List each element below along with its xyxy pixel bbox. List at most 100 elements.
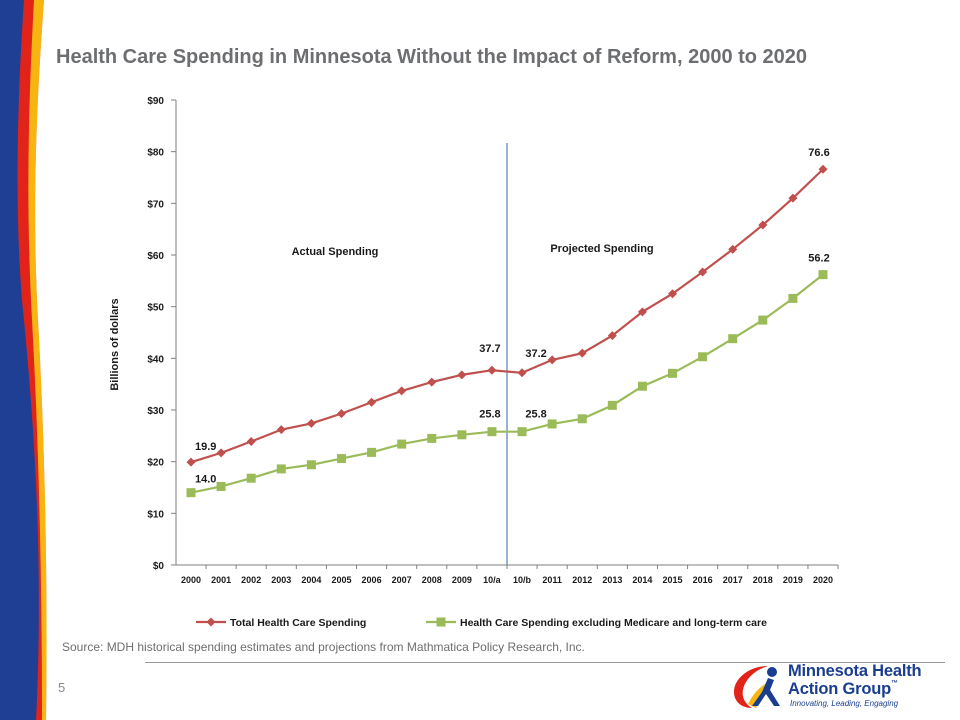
data-label: 14.0 (195, 474, 216, 486)
series-2-point (246, 473, 256, 483)
region-label-actual: Actual Spending (292, 246, 379, 258)
x-tick-label: 2011 (542, 575, 562, 585)
y-tick-label: $30 (147, 406, 164, 417)
logo-trademark: ™ (891, 680, 898, 687)
series-2-point (668, 368, 678, 378)
data-label: 25.8 (479, 409, 500, 421)
legend-marker-1 (206, 617, 216, 627)
legend-label-2: Health Care Spending excluding Medicare … (460, 617, 767, 629)
legend-marker-2 (436, 617, 446, 627)
series-2-point (397, 439, 407, 449)
data-label: 37.7 (479, 343, 500, 355)
series-1-point (306, 418, 316, 428)
x-tick-label: 2015 (663, 575, 683, 585)
x-tick-label: 2002 (241, 575, 261, 585)
series-2-point (758, 315, 768, 325)
series-2-point (818, 270, 828, 280)
series-1-point (758, 220, 768, 230)
x-tick-label: 2009 (452, 575, 472, 585)
y-tick-label: $70 (147, 199, 164, 210)
x-tick-label: 2013 (602, 575, 622, 585)
series-1-point (547, 355, 557, 365)
series-1-point (607, 331, 617, 341)
series-1-point (336, 409, 346, 419)
series-2-point (607, 400, 617, 410)
series-1-point (637, 307, 647, 317)
series-2-point (276, 464, 286, 474)
x-tick-label: 2005 (331, 575, 351, 585)
legend-label-1: Total Health Care Spending (230, 617, 366, 629)
series-2-point (547, 419, 557, 429)
x-tick-label: 2001 (211, 575, 231, 585)
series-2-point (336, 454, 346, 464)
series-1-point (487, 365, 497, 375)
x-tick-label: 2018 (753, 575, 773, 585)
slide-title: Health Care Spending in Minnesota Withou… (56, 46, 808, 68)
series-2-point (216, 481, 226, 491)
y-tick-label: $10 (147, 509, 164, 520)
logo-tagline: Innovating, Leading, Engaging (790, 699, 899, 708)
x-tick-label: 2006 (362, 575, 382, 585)
series-2-point (457, 430, 467, 440)
series-1-point (186, 457, 196, 467)
decorative-side-band (0, 0, 48, 720)
y-tick-label: $50 (147, 303, 164, 314)
series-1-point (668, 289, 678, 299)
series-2-point (577, 414, 587, 424)
region-label-projected: Projected Spending (550, 243, 653, 255)
series-2-point (427, 433, 437, 443)
logo-line-1: Minnesota Health (788, 662, 922, 680)
data-label: 19.9 (195, 441, 216, 453)
series-line-2 (190, 273, 824, 494)
data-label: 56.2 (808, 253, 829, 265)
y-axis-title: Billions of dollars (109, 298, 121, 390)
x-tick-label: 2004 (301, 575, 321, 585)
series-1-point (246, 437, 256, 447)
x-tick-label: 10/a (483, 575, 502, 585)
data-label: 25.8 (525, 409, 546, 421)
logo-swoosh-icon (734, 666, 780, 708)
series-1-point (788, 193, 798, 203)
x-tick-label: 2017 (723, 575, 743, 585)
logo-line-2: Action Group™ (788, 680, 898, 699)
series-2-point (728, 334, 738, 344)
data-label: 76.6 (808, 147, 829, 159)
y-tick-label: $20 (147, 458, 164, 469)
x-tick-label: 10/b (513, 575, 532, 585)
series-1-point (427, 377, 437, 387)
series-2-point (698, 352, 708, 362)
y-tick-label: $90 (147, 96, 164, 107)
series-1-point (818, 164, 828, 174)
x-tick-label: 2020 (813, 575, 833, 585)
mnhag-logo: Minnesota Health Action Group™ Innovatin… (728, 662, 948, 712)
series-1-point (216, 448, 226, 458)
series-2-point (788, 293, 798, 303)
series-1-point (698, 267, 708, 277)
series-2-point (487, 427, 497, 437)
x-tick-label: 2007 (392, 575, 412, 585)
series-1-point (728, 244, 738, 254)
x-tick-label: 2000 (181, 575, 201, 585)
series-2-point (517, 427, 527, 437)
series-2-point (306, 460, 316, 470)
series-line-1 (190, 168, 824, 464)
series-1-point (276, 425, 286, 435)
footer-divider (145, 662, 945, 663)
series-2-point (186, 488, 196, 498)
x-tick-label: 2008 (422, 575, 442, 585)
x-tick-label: 2016 (693, 575, 713, 585)
series-1-point (397, 386, 407, 396)
x-tick-label: 2012 (572, 575, 592, 585)
source-note: Source: MDH historical spending estimate… (62, 640, 585, 654)
y-tick-label: $0 (153, 561, 165, 572)
y-tick-label: $40 (147, 354, 164, 365)
logo-line-2-text: Action Group (788, 680, 892, 698)
y-tick-label: $80 (147, 148, 164, 159)
side-band-yellow-swoosh (28, 0, 47, 720)
data-label: 37.2 (525, 348, 546, 360)
x-tick-label: 2014 (632, 575, 652, 585)
series-1-point (577, 348, 587, 358)
series-1-point (517, 368, 527, 378)
side-band-white-edge (35, 0, 48, 720)
